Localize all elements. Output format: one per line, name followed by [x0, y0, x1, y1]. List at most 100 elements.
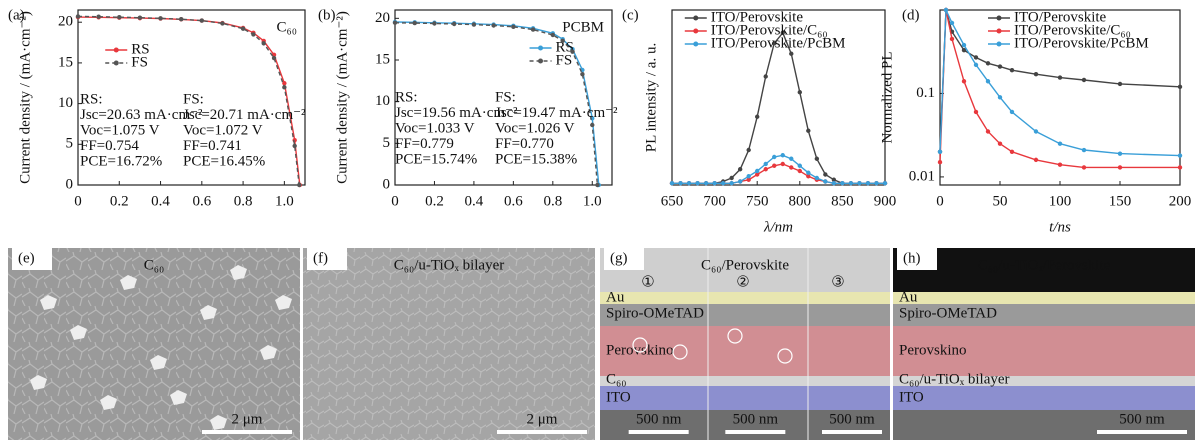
data-point	[789, 157, 793, 161]
data-point	[292, 144, 296, 148]
data-point	[815, 176, 819, 180]
x-axis-label: t/ns	[1049, 219, 1071, 235]
series-line	[672, 155, 885, 183]
data-point	[670, 181, 674, 185]
x-tick-label: 1.0	[583, 193, 602, 209]
data-point	[472, 22, 476, 26]
data-point	[179, 17, 183, 21]
data-point	[729, 176, 733, 180]
region-marker: ①	[641, 274, 654, 290]
annotation: FS:	[495, 89, 516, 105]
data-point	[781, 162, 785, 166]
x-tick-label: 1.0	[275, 193, 294, 209]
data-point	[798, 164, 802, 168]
annotation: RS:	[80, 91, 103, 107]
y-tick-label: 20	[58, 14, 73, 30]
data-point	[272, 56, 276, 60]
data-point	[874, 181, 878, 185]
image-label: (g)	[610, 250, 628, 266]
data-point	[746, 148, 750, 152]
data-point	[393, 21, 397, 25]
x-tick-label: 0	[936, 193, 944, 209]
legend-marker	[693, 29, 698, 34]
data-point	[76, 14, 80, 18]
data-point	[789, 52, 793, 56]
data-point	[986, 129, 990, 133]
x-tick-label: 800	[789, 193, 812, 209]
data-point	[798, 169, 802, 173]
data-point	[738, 179, 742, 183]
data-point	[1118, 151, 1122, 155]
image-label: (h)	[903, 250, 921, 266]
data-point	[950, 21, 954, 25]
data-point	[849, 181, 853, 185]
layer-label: Spiro-OMeTAD	[899, 305, 997, 321]
x-tick-label: 100	[1049, 193, 1072, 209]
annotation: FS:	[183, 91, 204, 107]
x-tick-label: 0	[391, 193, 399, 209]
legend-marker	[114, 48, 119, 53]
annotation: Voc=1.033 V	[395, 120, 475, 136]
data-point	[595, 183, 599, 187]
data-point	[772, 164, 776, 168]
layer-label: Au	[606, 289, 625, 305]
legend-label: FS	[131, 54, 148, 70]
annotation: FF=0.770	[495, 136, 554, 152]
x-tick-label: 200	[1169, 193, 1192, 209]
legend-marker	[997, 42, 1002, 47]
data-point	[1178, 153, 1182, 157]
data-point	[950, 37, 954, 41]
scale-text: 500 nm	[1119, 411, 1165, 427]
scale-text: 2 μm	[527, 411, 558, 427]
data-point	[1010, 150, 1014, 154]
data-point	[1118, 165, 1122, 169]
x-tick-label: 0.4	[151, 193, 170, 209]
data-point	[1082, 78, 1086, 82]
data-point	[251, 32, 255, 36]
data-point	[704, 181, 708, 185]
data-point	[413, 21, 417, 25]
data-point	[590, 123, 594, 127]
au-layer	[893, 292, 1195, 304]
data-point	[986, 61, 990, 65]
data-point	[1058, 142, 1062, 146]
data-point	[755, 169, 759, 173]
data-point	[883, 181, 887, 185]
image-title: C₆₀	[144, 257, 164, 273]
data-point	[452, 22, 456, 26]
y-axis-label: Current density / (mA·cm⁻²)	[334, 11, 350, 184]
layer-label: C₆₀	[606, 371, 626, 387]
data-point	[678, 181, 682, 185]
x-tick-label: 0.8	[234, 193, 253, 209]
data-point	[962, 43, 966, 47]
data-point	[551, 33, 555, 37]
legend-label: ITO/Perovskite/PcBM	[1014, 35, 1149, 51]
data-point	[729, 181, 733, 185]
data-point	[832, 181, 836, 185]
y-axis-label: Normalized PL	[879, 51, 895, 143]
annotation: Jsc=20.71 mA·cm⁻²	[183, 107, 306, 123]
annotation: FF=0.754	[80, 138, 139, 154]
etl-layer	[600, 376, 890, 386]
data-point	[560, 39, 564, 43]
panel-tag: C₆₀	[277, 19, 297, 35]
figure: (a)C₆₀00.20.40.60.81.005101520Current de…	[0, 0, 1201, 443]
data-point	[840, 181, 844, 185]
data-point	[815, 157, 819, 161]
layer-label: Au	[899, 289, 918, 305]
region-marker: ②	[736, 274, 749, 290]
annotation: FF=0.779	[395, 136, 454, 152]
data-point	[938, 160, 942, 164]
image-title: C₆₀/Perovskite	[701, 257, 789, 273]
data-point	[974, 55, 978, 59]
legend-marker	[997, 29, 1002, 34]
scale-text: 500 nm	[733, 411, 779, 427]
data-point	[823, 179, 827, 183]
scale-text: 500 nm	[636, 411, 682, 427]
annotation: PCE=16.72%	[80, 153, 162, 169]
layer-label: Spiro-OMeTAD	[606, 305, 704, 321]
x-tick-label: 850	[831, 193, 854, 209]
layer-label: ITO	[606, 389, 631, 405]
data-point	[1178, 85, 1182, 89]
data-point	[823, 172, 827, 176]
